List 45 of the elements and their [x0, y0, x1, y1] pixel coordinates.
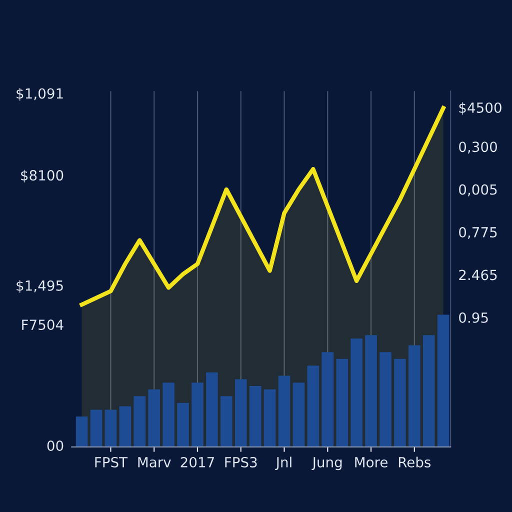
- bar: [192, 382, 204, 447]
- x-tick-label: Jnl: [275, 456, 292, 470]
- bar: [104, 410, 117, 447]
- x-tick-label: FPS3: [225, 456, 257, 468]
- bar: [234, 379, 247, 447]
- text: $4500: [459, 102, 502, 115]
- bar: [220, 396, 232, 447]
- bar: [148, 389, 160, 447]
- bar: [90, 410, 102, 447]
- bar: [134, 396, 146, 447]
- bar: [206, 372, 218, 447]
- text: $1,091: [16, 88, 63, 101]
- bar: [380, 352, 392, 447]
- bar: [249, 386, 262, 447]
- bar: [278, 376, 290, 447]
- text: F7504: [22, 320, 64, 330]
- bar: [336, 358, 348, 447]
- bar: [162, 382, 174, 447]
- bar: [76, 416, 88, 447]
- x-tick-label: Marv: [138, 457, 171, 468]
- bar: [437, 314, 450, 447]
- text: 2.465: [459, 270, 497, 280]
- bar: [350, 338, 362, 447]
- bar: [422, 335, 435, 447]
- text: 0,775: [459, 226, 497, 239]
- x-tick-label: More: [355, 457, 388, 468]
- bar: [307, 366, 320, 447]
- text: 00: [47, 440, 64, 452]
- bar: [177, 402, 189, 447]
- bar: [408, 345, 420, 447]
- text: $8100: [21, 170, 64, 182]
- text: 0.95: [459, 312, 488, 323]
- x-tick-label: FPST: [95, 456, 128, 468]
- x-tick-label: 2017: [180, 456, 214, 468]
- text: 0,005: [459, 184, 497, 196]
- bar: [365, 335, 377, 447]
- bar: [322, 352, 334, 447]
- x-tick-label: Rebs: [398, 456, 431, 468]
- x-tick-label: Jung: [312, 457, 342, 470]
- text: $1,495: [16, 280, 63, 293]
- bar: [264, 389, 276, 447]
- bar: [394, 358, 406, 447]
- text: 0,300: [459, 142, 497, 154]
- bar: [119, 406, 132, 447]
- bar: [292, 382, 305, 447]
